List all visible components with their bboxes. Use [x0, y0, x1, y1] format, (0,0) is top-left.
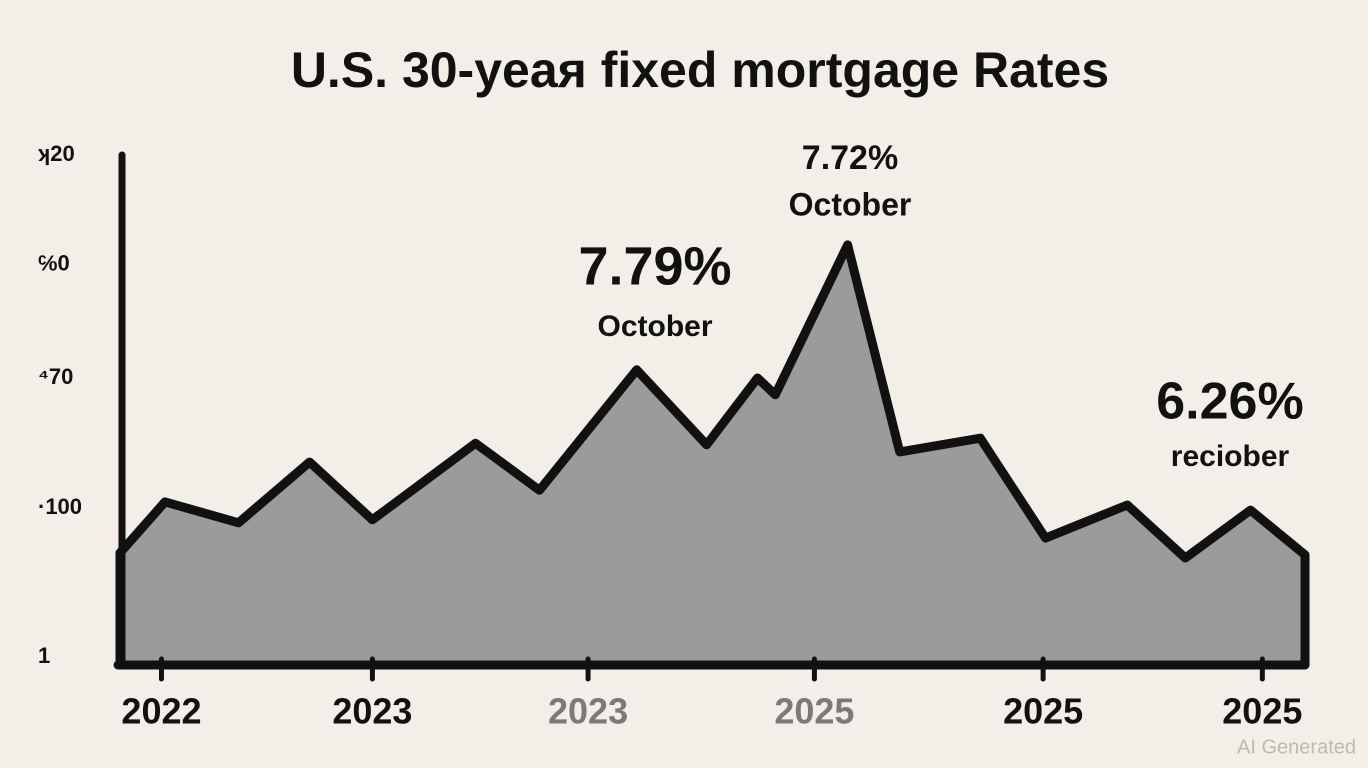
y-tick-label: ʞ20: [38, 141, 75, 166]
annotation-label: October: [597, 310, 712, 343]
x-tick-label: 2025: [1003, 691, 1083, 732]
annotation-label: October: [789, 186, 912, 222]
y-tick-label: 1: [38, 643, 50, 668]
watermark: AI Generated: [1237, 736, 1356, 758]
annotation-value: 7.72%: [802, 139, 898, 177]
annotation-label: reciober: [1171, 440, 1290, 473]
x-tick-label: 2023: [548, 691, 628, 732]
y-tick-label: ⁴70: [38, 364, 73, 389]
x-tick-label: 2023: [332, 691, 412, 732]
x-tick-label: 2025: [1222, 691, 1302, 732]
y-tick-label: ·100: [38, 494, 82, 519]
annotation-value: 6.26%: [1156, 373, 1303, 431]
y-tick-label: ℅0: [38, 251, 70, 276]
chart-title: U.S. 30-yeaя fixed mortgage Rates: [291, 42, 1109, 98]
x-tick-label: 2022: [121, 691, 201, 732]
x-tick-label: 2025: [774, 691, 854, 732]
annotation-value: 7.79%: [578, 236, 731, 296]
area: [115, 240, 1310, 670]
